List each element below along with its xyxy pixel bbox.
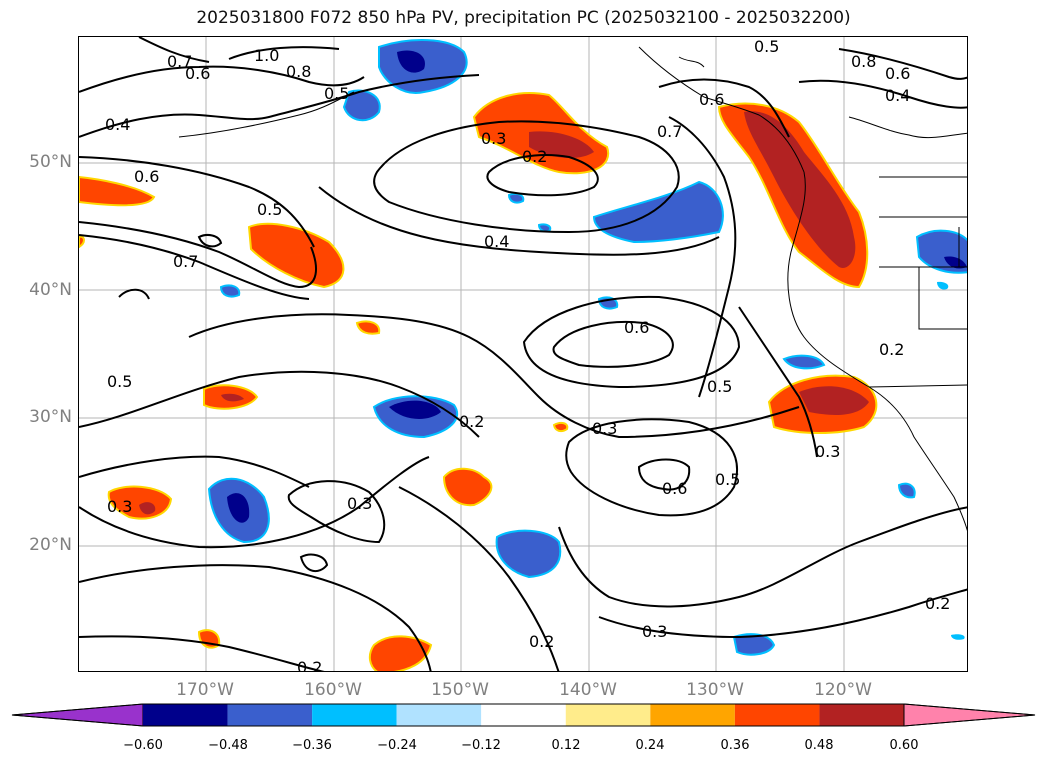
lat-label-30n: 30°N <box>29 407 72 427</box>
colorbar-tick: 0.36 <box>720 738 750 753</box>
colorbar-cell <box>819 704 904 726</box>
lon-label-120w: 120°W <box>814 680 872 700</box>
contour-label: 0.6 <box>185 64 210 83</box>
contour-label: 0.7 <box>657 122 682 141</box>
contour-label: 0.6 <box>134 167 159 186</box>
lat-label-20n: 20°N <box>29 535 72 555</box>
precip-negative-areas <box>207 39 967 656</box>
lon-label-170w: 170°W <box>176 680 234 700</box>
colorbar-cell <box>143 704 228 726</box>
contour-label: 0.2 <box>522 147 547 166</box>
lon-label-150w: 150°W <box>431 680 489 700</box>
contour-label: 0.3 <box>481 129 506 148</box>
contour-label: 0.5 <box>257 200 282 219</box>
contour-label: 0.6 <box>699 90 724 109</box>
contour-label: 0.4 <box>885 86 910 105</box>
contour-label: 0.2 <box>879 340 904 359</box>
contour-label: 0.5 <box>324 84 349 103</box>
contour-label: 0.2 <box>297 658 322 672</box>
contour-label: 0.5 <box>107 372 132 391</box>
colorbar-tick: −0.48 <box>208 738 248 753</box>
contour-label: 0.3 <box>815 442 840 461</box>
contour-label: 0.3 <box>107 497 132 516</box>
contour-label: 0.2 <box>925 594 950 613</box>
contour-label: 0.7 <box>173 252 198 271</box>
colorbar-tick: 0.60 <box>889 738 919 753</box>
contour-label: 0.6 <box>624 318 649 337</box>
contour-label: 0.2 <box>459 412 484 431</box>
colorbar-cell <box>903 703 1036 727</box>
lon-label-130w: 130°W <box>686 680 744 700</box>
contour-label: 0.3 <box>642 622 667 641</box>
colorbar-cell <box>11 703 144 727</box>
precip-area-135w <box>592 180 724 244</box>
colorbar-cell <box>565 704 651 726</box>
contour-label: 1.0 <box>254 46 279 65</box>
contour-label: 0.4 <box>484 232 509 251</box>
contour-label: 0.5 <box>754 37 779 56</box>
coastlines <box>178 46 967 532</box>
colorbar-tick: −0.36 <box>292 738 332 753</box>
colorbar <box>11 703 1036 727</box>
colorbar-tick: −0.60 <box>123 738 163 753</box>
colorbar-cell <box>227 704 313 726</box>
precip-area-dateline-left <box>79 175 156 207</box>
colorbar-outline <box>11 703 1036 727</box>
map-title: 2025031800 F072 850 hPa PV, precipitatio… <box>196 8 851 28</box>
contour-label: 0.6 <box>662 479 687 498</box>
lat-label-40n: 40°N <box>29 280 72 300</box>
contour-labels: 0.7 0.6 1.0 0.8 0.5 0.4 0.3 0.2 0.6 0.5 … <box>105 37 950 672</box>
colorbar-tick: −0.24 <box>377 738 417 753</box>
lon-label-160w: 160°W <box>304 680 362 700</box>
colorbar-cell <box>481 704 566 726</box>
colorbar-tick: 0.12 <box>551 738 581 753</box>
pv-contours <box>79 37 967 671</box>
contour-label: 0.2 <box>529 632 554 651</box>
contour-label: 0.8 <box>851 52 876 71</box>
contour-label: 0.3 <box>347 494 372 513</box>
precip-area-165w <box>247 222 345 289</box>
contour-label: 0.6 <box>885 64 910 83</box>
map-panel: 0.7 0.6 1.0 0.8 0.5 0.4 0.3 0.2 0.6 0.5 … <box>78 36 968 672</box>
colorbar-cell <box>734 704 820 726</box>
colorbar-tick: 0.48 <box>804 738 834 753</box>
colorbar-cell <box>396 704 482 726</box>
contour-label: 0.5 <box>715 470 740 489</box>
contour-label: 0.7 <box>167 52 192 71</box>
contour-label: 0.4 <box>105 115 130 134</box>
colorbar-cell <box>650 704 735 726</box>
contour-label: 0.5 <box>707 377 732 396</box>
map-canvas: 0.7 0.6 1.0 0.8 0.5 0.4 0.3 0.2 0.6 0.5 … <box>79 37 967 672</box>
contour-label: 0.3 <box>592 419 617 438</box>
precip-positive-areas <box>79 92 878 671</box>
colorbar-tick: 0.24 <box>635 738 665 753</box>
lon-label-140w: 140°W <box>559 680 617 700</box>
contour-label: 0.8 <box>286 62 311 81</box>
colorbar-tick: −0.12 <box>461 738 501 753</box>
colorbar-cell <box>312 704 397 726</box>
lat-label-50n: 50°N <box>29 152 72 172</box>
